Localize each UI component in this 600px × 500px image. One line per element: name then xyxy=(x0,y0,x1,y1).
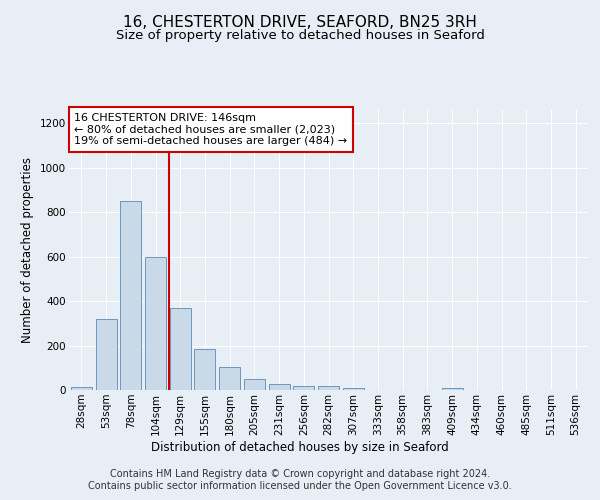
Text: Distribution of detached houses by size in Seaford: Distribution of detached houses by size … xyxy=(151,441,449,454)
Text: Size of property relative to detached houses in Seaford: Size of property relative to detached ho… xyxy=(116,30,484,43)
Text: 16 CHESTERTON DRIVE: 146sqm
← 80% of detached houses are smaller (2,023)
19% of : 16 CHESTERTON DRIVE: 146sqm ← 80% of det… xyxy=(74,113,347,146)
Bar xyxy=(269,384,290,390)
Bar xyxy=(219,366,240,390)
Bar xyxy=(318,386,339,390)
Bar xyxy=(293,386,314,390)
Text: Contains HM Land Registry data © Crown copyright and database right 2024.: Contains HM Land Registry data © Crown c… xyxy=(110,469,490,479)
Y-axis label: Number of detached properties: Number of detached properties xyxy=(22,157,34,343)
Bar xyxy=(120,201,141,390)
Bar xyxy=(170,308,191,390)
Text: 16, CHESTERTON DRIVE, SEAFORD, BN25 3RH: 16, CHESTERTON DRIVE, SEAFORD, BN25 3RH xyxy=(123,15,477,30)
Bar xyxy=(194,349,215,390)
Bar xyxy=(343,388,364,390)
Text: Contains public sector information licensed under the Open Government Licence v3: Contains public sector information licen… xyxy=(88,481,512,491)
Bar xyxy=(442,388,463,390)
Bar xyxy=(145,256,166,390)
Bar xyxy=(95,319,116,390)
Bar xyxy=(71,386,92,390)
Bar xyxy=(244,379,265,390)
